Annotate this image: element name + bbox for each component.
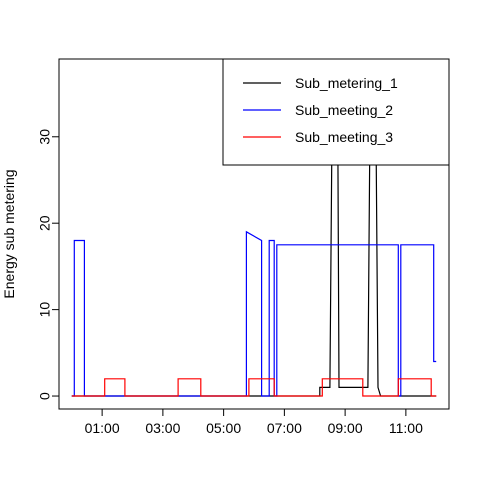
series-line-3	[71, 378, 437, 397]
y-axis: 0 10 20 30	[37, 129, 60, 400]
y-tick-label: 20	[37, 215, 53, 231]
y-tick-label: 30	[37, 129, 53, 145]
x-tick-label: 01:00	[85, 420, 120, 436]
y-axis-title: Energy sub metering	[1, 169, 17, 298]
legend-label: Sub_meeting_3	[295, 129, 393, 145]
series-line-1	[71, 67, 437, 397]
legend-label: Sub_metering_1	[295, 75, 398, 91]
x-axis: 01:00 03:00 05:00 07:00 09:00 11:00	[85, 408, 423, 436]
x-tick-label: 07:00	[267, 420, 302, 436]
legend: Sub_metering_1 Sub_meeting_2 Sub_meeting_3	[222, 58, 450, 166]
x-tick-label: 11:00	[389, 420, 423, 436]
plot-area	[71, 67, 437, 397]
y-tick-label: 0	[37, 392, 53, 400]
x-tick-label: 03:00	[145, 420, 180, 436]
x-tick-label: 05:00	[206, 420, 241, 436]
x-tick-label: 09:00	[328, 420, 363, 436]
y-tick-label: 10	[37, 302, 53, 318]
legend-box	[222, 58, 450, 166]
series-line-2	[71, 230, 437, 397]
legend-label: Sub_meeting_2	[295, 102, 393, 118]
